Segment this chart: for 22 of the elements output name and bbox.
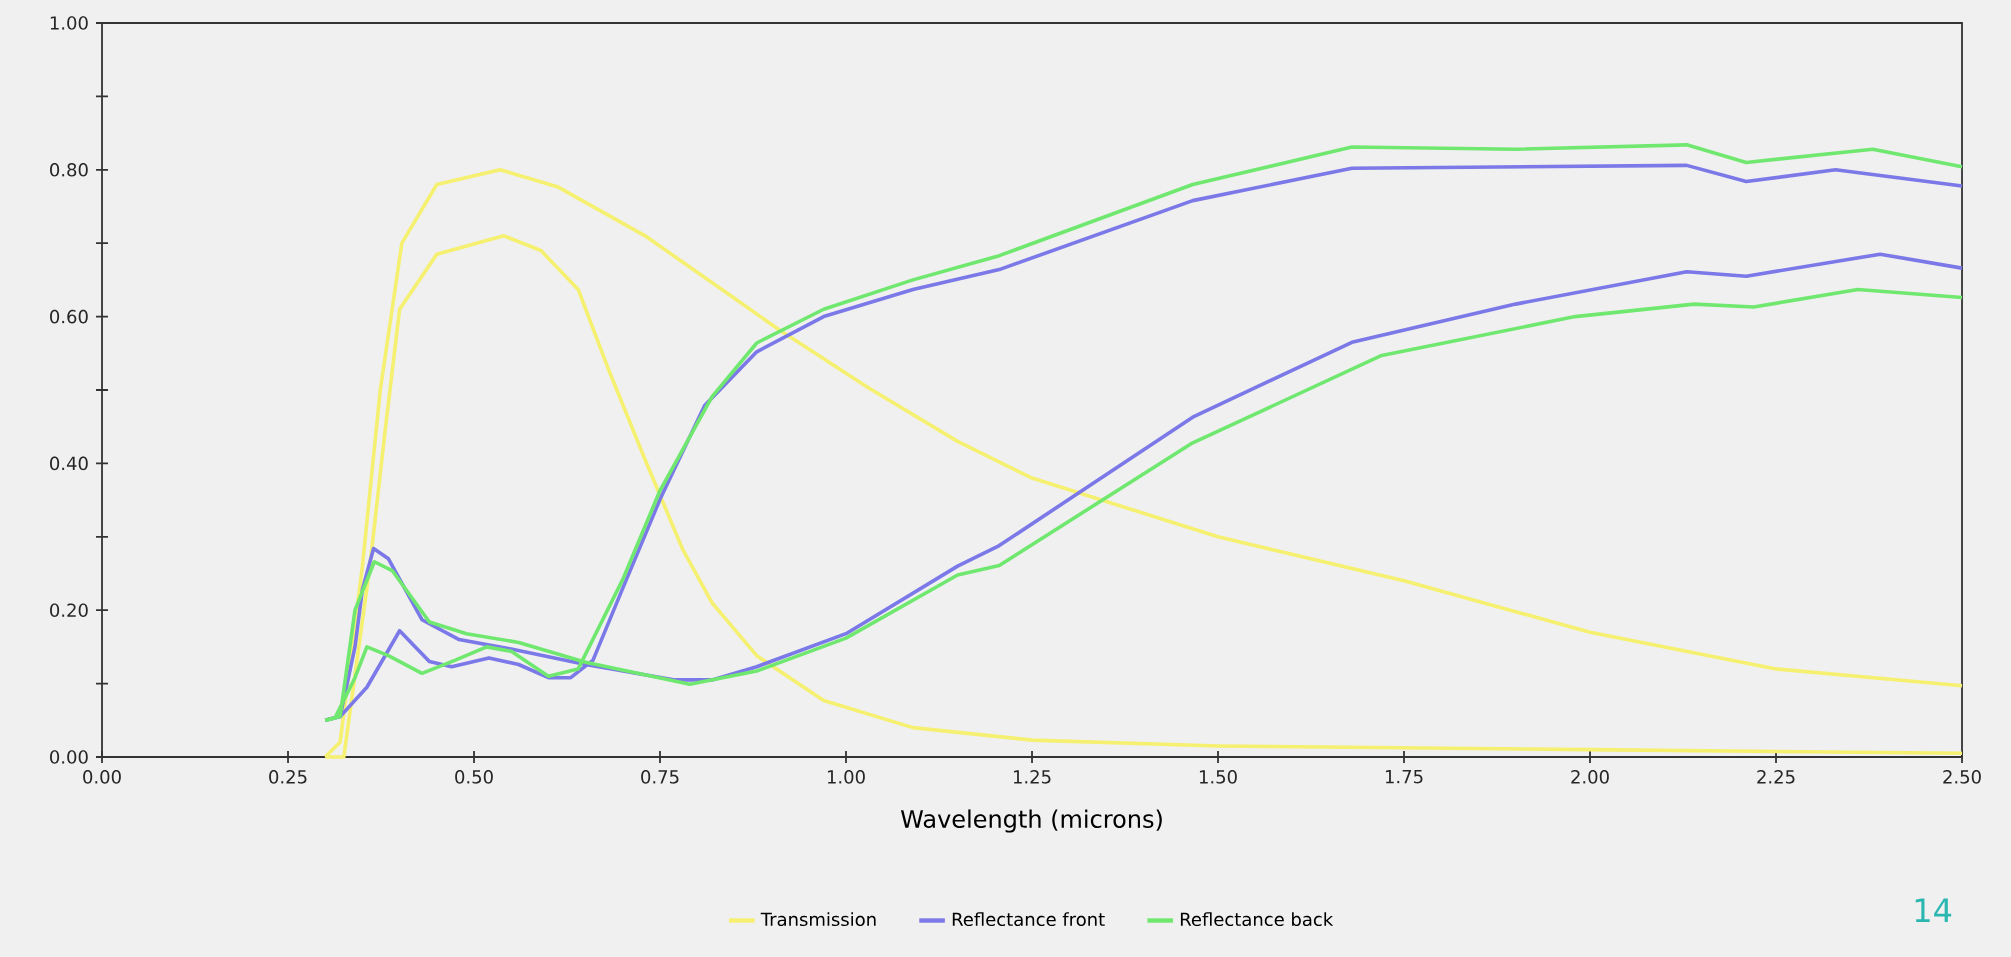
x-tick-label: 0.25	[269, 770, 307, 784]
x-tick-label: 0.50	[455, 770, 493, 784]
x-tick-label: 1.25	[1013, 770, 1051, 784]
y-tick-label: 0.60	[50, 309, 88, 324]
x-tick-label: 0.00	[83, 770, 121, 784]
x-tick-label: 1.50	[1199, 770, 1237, 784]
x-axis-title: Wavelength (microns)	[900, 809, 1162, 833]
x-tick-label: 2.25	[1757, 770, 1795, 784]
y-tick-label: 1.00	[50, 16, 88, 30]
legend-label: Reflectance back	[1180, 912, 1334, 927]
x-tick-label: 1.75	[1385, 770, 1423, 784]
y-tick-label: 0.80	[50, 162, 88, 177]
y-tick-label: 0.20	[50, 603, 88, 617]
x-tick-label: 0.75	[641, 770, 679, 784]
text: 14	[1915, 898, 1952, 922]
x-tick-label: 2.00	[1571, 770, 1609, 784]
y-tick-label: 0.40	[50, 456, 88, 471]
legend-label: Reflectance front	[952, 912, 1105, 927]
x-tick-label: 2.50	[1943, 770, 1981, 784]
y-tick-label: 0.00	[50, 750, 88, 764]
legend-label: Transmission	[760, 912, 876, 927]
x-tick-label: 1.00	[827, 770, 865, 784]
